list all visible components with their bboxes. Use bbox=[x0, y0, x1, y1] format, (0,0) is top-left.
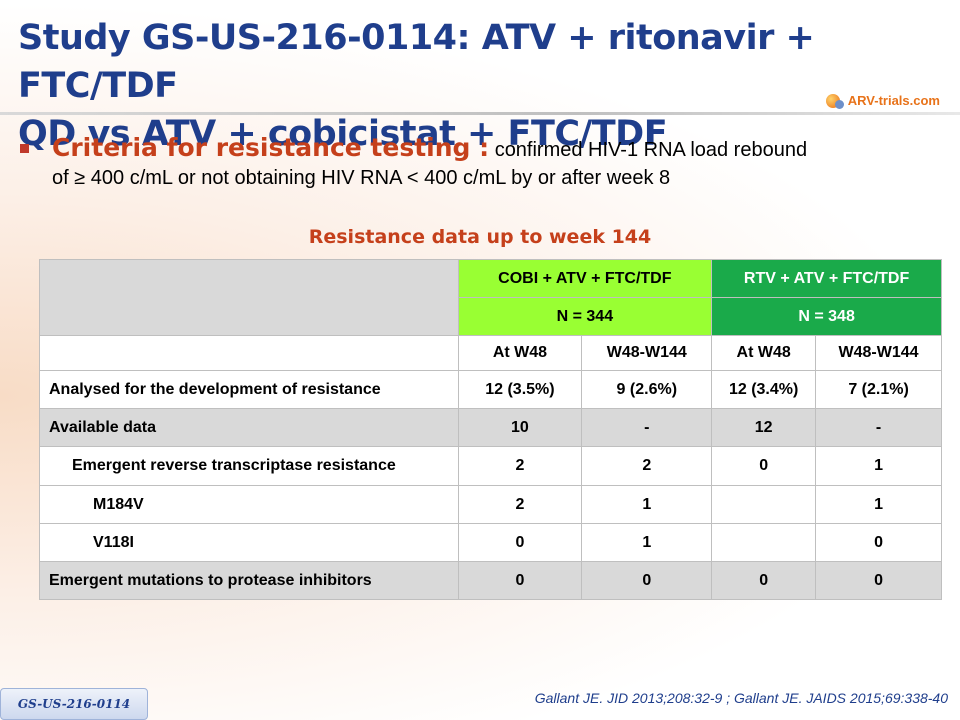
criteria-text-line-1: confirmed HIV-1 RNA load rebound bbox=[494, 139, 808, 161]
subheader-cell: W48-W144 bbox=[815, 335, 942, 371]
row-label: Emergent reverse transcriptase resistanc… bbox=[39, 446, 459, 486]
rtv-group-n: N = 348 bbox=[711, 297, 942, 336]
table-cell: - bbox=[581, 408, 713, 447]
table-cell: 2 bbox=[457, 485, 583, 524]
group-n-row: N = 344 N = 348 bbox=[40, 297, 942, 336]
subheader-cell: W48-W144 bbox=[581, 335, 713, 371]
table-cell bbox=[711, 523, 817, 562]
subheader-blank bbox=[39, 335, 459, 371]
table-cell: 12 (3.5%) bbox=[457, 370, 583, 409]
table-cell: 0 bbox=[457, 561, 583, 600]
group-header-row: COBI + ATV + FTC/TDF RTV + ATV + FTC/TDF bbox=[39, 259, 942, 336]
table-cell: 1 bbox=[581, 523, 713, 562]
table-cell: 2 bbox=[581, 446, 713, 486]
arv-trials-logo: ARV-trials.com bbox=[825, 92, 940, 109]
table-cell: 1 bbox=[815, 485, 942, 524]
subheader-row: At W48 W48-W144 At W48 W48-W144 bbox=[39, 335, 942, 371]
row-label: Available data bbox=[39, 408, 459, 447]
table-cell bbox=[711, 485, 817, 524]
row-label: M184V bbox=[39, 485, 459, 524]
slide-title: Study GS-US-216-0114: ATV + ritonavir + … bbox=[18, 14, 918, 158]
corner-cell bbox=[39, 259, 459, 336]
subheader-cell: At W48 bbox=[711, 335, 817, 371]
criteria-bullet: Criteria for resistance testing : confir… bbox=[20, 134, 900, 192]
row-label: Emergent mutations to protease inhibitor… bbox=[39, 561, 459, 600]
table-row: V118I 0 1 0 bbox=[39, 523, 942, 562]
table-cell: 10 bbox=[457, 408, 583, 447]
table-row: Available data 10 - 12 - bbox=[39, 408, 942, 447]
table-cell: 2 bbox=[457, 446, 583, 486]
criteria-text-line-2: of ≥ 400 c/mL or not obtaining HIV RNA <… bbox=[52, 167, 671, 189]
rtv-group-name: RTV + ATV + FTC/TDF bbox=[711, 259, 942, 298]
row-label: V118I bbox=[39, 523, 459, 562]
table-cell: 9 (2.6%) bbox=[581, 370, 713, 409]
table-row: Emergent mutations to protease inhibitor… bbox=[39, 561, 942, 600]
subheader-cell: At W48 bbox=[457, 335, 583, 371]
resistance-table: COBI + ATV + FTC/TDF RTV + ATV + FTC/TDF… bbox=[39, 259, 942, 600]
citation: Gallant JE. JID 2013;208:32-9 ; Gallant … bbox=[534, 690, 948, 706]
title-line-1: Study GS-US-216-0114: ATV + ritonavir + … bbox=[18, 18, 815, 106]
table-row: M184V 2 1 1 bbox=[39, 485, 942, 524]
table-cell: 0 bbox=[815, 523, 942, 562]
table-cell: 0 bbox=[711, 561, 817, 600]
study-tag: GS-US-216-0114 bbox=[0, 688, 148, 720]
table-cell: - bbox=[815, 408, 942, 447]
table-cell: 12 bbox=[711, 408, 817, 447]
table-cell: 7 (2.1%) bbox=[815, 370, 942, 409]
title-line-2: QD vs ATV + cobicistat + FTC/TDF bbox=[18, 114, 668, 154]
table-subheading: Resistance data up to week 144 bbox=[308, 226, 652, 248]
logo-blue-icon bbox=[834, 100, 844, 109]
table-row: Emergent reverse transcriptase resistanc… bbox=[39, 446, 942, 486]
table-cell: 0 bbox=[711, 446, 817, 486]
table-cell: 1 bbox=[581, 485, 713, 524]
table-cell: 0 bbox=[581, 561, 713, 600]
row-label: Analysed for the development of resistan… bbox=[39, 370, 459, 409]
cobi-group-name: COBI + ATV + FTC/TDF bbox=[457, 259, 713, 298]
table-cell: 1 bbox=[815, 446, 942, 486]
table-row: Analysed for the development of resistan… bbox=[39, 370, 942, 409]
table-cell: 12 (3.4%) bbox=[711, 370, 817, 409]
logo-text: ARV-trials.com bbox=[847, 93, 940, 108]
cobi-group-n: N = 344 bbox=[457, 297, 713, 336]
table-cell: 0 bbox=[457, 523, 583, 562]
bullet-square-icon bbox=[20, 144, 29, 153]
title-divider bbox=[0, 112, 960, 115]
table-cell: 0 bbox=[815, 561, 942, 600]
criteria-label: Criteria for resistance testing : bbox=[52, 133, 490, 162]
